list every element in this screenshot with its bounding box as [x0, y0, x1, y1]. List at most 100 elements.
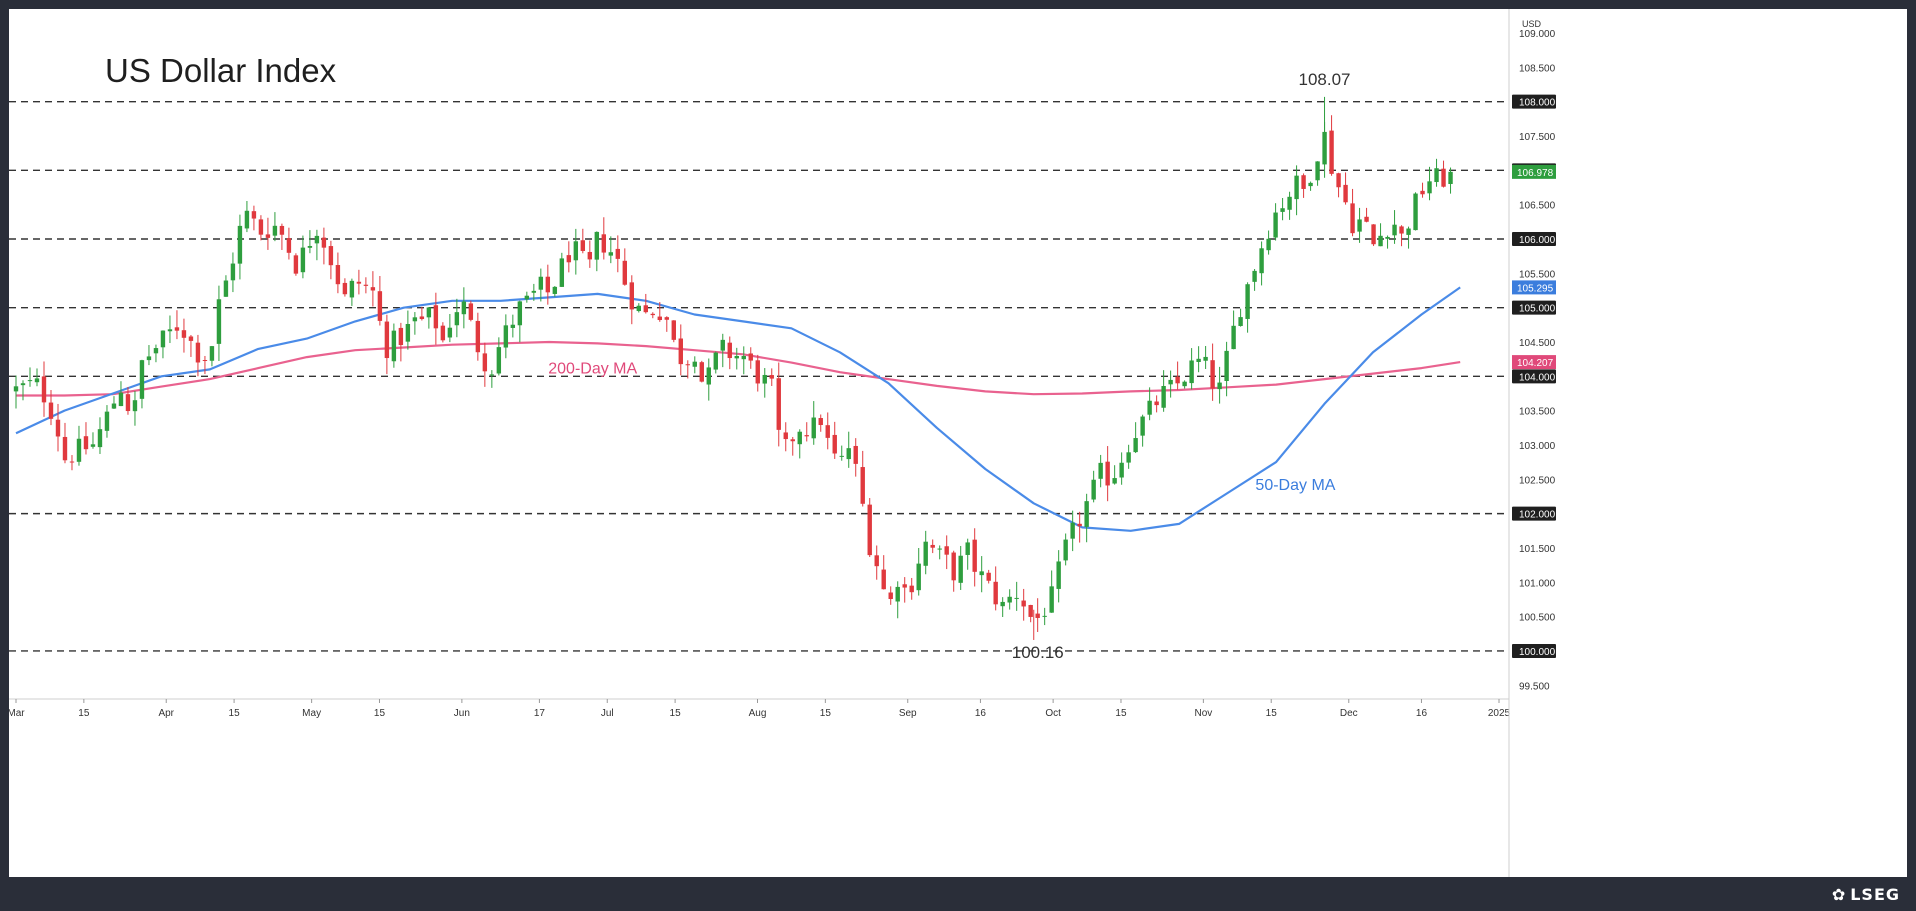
candle-body — [1266, 238, 1271, 251]
candle-body — [1140, 416, 1145, 436]
candle — [1084, 493, 1089, 543]
candle-body — [811, 417, 816, 439]
candle — [426, 307, 432, 329]
candle-body — [97, 429, 103, 448]
price-tag-box — [1512, 355, 1556, 370]
candle-body — [1028, 604, 1033, 617]
candle — [342, 278, 348, 297]
candle — [1049, 570, 1054, 613]
candle — [1035, 598, 1040, 632]
candle — [1266, 230, 1271, 255]
candle-body — [314, 235, 320, 244]
candle — [41, 361, 47, 417]
x-tick-label: Dec — [1340, 708, 1358, 719]
candle-body — [300, 247, 306, 273]
y-axis: USD 109.000108.500108.000107.500107.0001… — [1508, 9, 1556, 877]
candle — [160, 330, 166, 359]
candle — [853, 438, 858, 477]
y-tick-label: 108.000 — [1519, 98, 1556, 109]
candle — [1238, 308, 1243, 327]
candle-body — [517, 301, 523, 326]
candle — [818, 414, 823, 432]
candle-body — [461, 301, 467, 315]
candle-body — [405, 323, 411, 342]
candle — [748, 347, 753, 369]
candle — [153, 344, 159, 363]
y-tick-highlight — [1512, 300, 1556, 315]
candle-body — [195, 342, 201, 363]
candle-body — [1014, 597, 1019, 599]
candle-body — [594, 231, 600, 260]
candle — [258, 215, 264, 241]
candle — [1042, 607, 1047, 626]
candle — [524, 291, 530, 303]
candle-body — [1287, 196, 1292, 210]
y-tick-label: 106.500 — [1519, 201, 1556, 212]
candle-body — [62, 436, 68, 461]
candle — [433, 292, 439, 345]
candle — [993, 566, 998, 611]
candle-body — [377, 291, 383, 321]
candle — [370, 271, 376, 307]
price-tag-box — [1512, 164, 1556, 179]
candle — [881, 555, 886, 590]
candle — [510, 314, 516, 338]
candle — [629, 275, 635, 325]
candle-body — [307, 245, 313, 248]
ma200-label: 200-Day MA — [548, 360, 637, 377]
candle-body — [1420, 190, 1425, 195]
candle-body — [888, 592, 893, 600]
candle-body — [832, 434, 837, 454]
y-tick-label: 108.500 — [1519, 63, 1556, 74]
candle-body — [265, 234, 271, 238]
candle — [1210, 343, 1215, 401]
y-tick-label: 107.500 — [1519, 132, 1556, 143]
candle — [1077, 511, 1082, 543]
candle — [1448, 167, 1453, 194]
candle-body — [741, 356, 746, 360]
candle-body — [118, 392, 124, 407]
candle — [1385, 235, 1390, 249]
lseg-logo-icon: ✿ — [1831, 885, 1847, 904]
y-tick-highlight — [1512, 506, 1556, 521]
candle — [1371, 224, 1376, 247]
candle-body — [90, 444, 96, 447]
price-tag-label: 104.207 — [1517, 358, 1554, 369]
annotations: US Dollar Index 108.07 100.16 200-Day MA… — [105, 52, 1351, 662]
candle-body — [503, 325, 509, 348]
candle-body — [1210, 360, 1215, 389]
candle — [1245, 282, 1250, 333]
candles — [13, 96, 1453, 640]
candle — [860, 450, 865, 507]
candle — [76, 425, 82, 466]
candle-body — [1175, 376, 1180, 384]
footer-bar: ✿ LSEG — [0, 877, 1916, 911]
candle-body — [1329, 130, 1334, 174]
candle-body — [1406, 228, 1411, 235]
candle — [419, 306, 425, 321]
candle-body — [1364, 216, 1369, 222]
candle-body — [20, 383, 26, 386]
candle-body — [972, 539, 977, 572]
candle-body — [797, 431, 802, 445]
candle — [720, 333, 725, 368]
candle-body — [699, 362, 704, 382]
candle-body — [1294, 175, 1299, 200]
candle — [888, 586, 893, 605]
candle — [496, 337, 502, 376]
candle-body — [685, 364, 690, 366]
candle-body — [986, 572, 991, 581]
candle — [1329, 115, 1334, 176]
candle — [734, 347, 739, 370]
candle — [699, 360, 704, 383]
candle-body — [1196, 358, 1201, 362]
candle-body — [1427, 181, 1432, 194]
candle — [958, 545, 963, 590]
candle — [55, 403, 61, 452]
candle-body — [489, 374, 495, 376]
candle — [706, 358, 711, 401]
candle — [461, 287, 467, 329]
candle — [1434, 158, 1439, 187]
candle-body — [496, 347, 502, 374]
candle — [48, 390, 54, 426]
